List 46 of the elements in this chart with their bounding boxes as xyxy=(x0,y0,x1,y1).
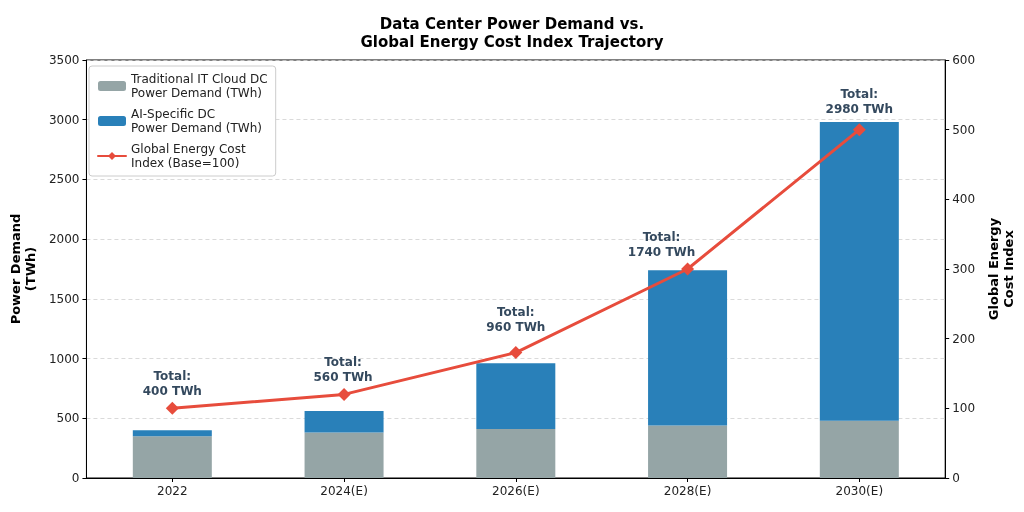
bar xyxy=(132,436,212,478)
total-label: Total: 960 TWh xyxy=(486,304,546,334)
y-tick-label: 0 xyxy=(71,471,80,485)
point xyxy=(509,346,523,360)
bar xyxy=(476,429,556,478)
y2-tick-label: 600 xyxy=(952,53,976,67)
x-tick-label: 2030(E) xyxy=(835,484,884,498)
bar xyxy=(132,430,212,437)
bar xyxy=(476,363,556,430)
y-axis-title: Power Demand (TWh) xyxy=(8,213,38,325)
bar xyxy=(648,425,728,478)
y-tick-label: 3500 xyxy=(48,53,80,67)
x-tick-label: 2028(E) xyxy=(663,484,712,498)
y2-tick-label: 0 xyxy=(952,471,960,485)
point xyxy=(852,123,866,137)
y2-axis-title: Global Energy Cost Index xyxy=(986,217,1016,321)
y-tick-label: 3000 xyxy=(48,112,80,127)
x-tick-label: 2026(E) xyxy=(492,484,540,498)
y-tick-label: 500 xyxy=(56,411,80,426)
bar xyxy=(819,122,899,421)
bar xyxy=(304,411,384,433)
bar xyxy=(819,420,899,478)
y2-tick-label: 500 xyxy=(952,122,976,137)
chart-title: Data Center Power Demand vs. Global Energy Cost Index Trajectory xyxy=(360,15,664,51)
bar xyxy=(648,270,728,426)
point xyxy=(681,262,695,276)
total-label: Total: 560 TWh xyxy=(313,354,373,384)
bar xyxy=(304,432,384,478)
y-tick-label: 1500 xyxy=(48,291,80,306)
y2-tick-label: 200 xyxy=(952,331,976,346)
legend-label: Traditional IT Cloud DC Power Demand (TWh) xyxy=(130,72,268,100)
y2-tick-label: 100 xyxy=(952,401,976,416)
total-label: Total: 1740 TWh xyxy=(627,229,696,259)
y2-tick-label: 300 xyxy=(952,262,976,276)
x-tick-label: 2022 xyxy=(157,484,188,498)
y-tick-label: 2500 xyxy=(48,172,80,187)
y-tick-label: 2000 xyxy=(48,232,80,247)
legend-label: AI-Specific DC Power Demand (TWh) xyxy=(131,107,262,135)
point xyxy=(165,401,179,415)
total-label: Total: 400 TWh xyxy=(142,368,202,398)
legend-label: Global Energy Cost Index (Base=100) xyxy=(131,142,246,170)
total-label: Total: 2980 TWh xyxy=(825,86,894,116)
y-tick-label: 1000 xyxy=(48,351,80,366)
y2-tick-label: 400 xyxy=(952,192,976,207)
x-tick-label: 2024(E) xyxy=(320,484,368,498)
point xyxy=(337,387,351,401)
